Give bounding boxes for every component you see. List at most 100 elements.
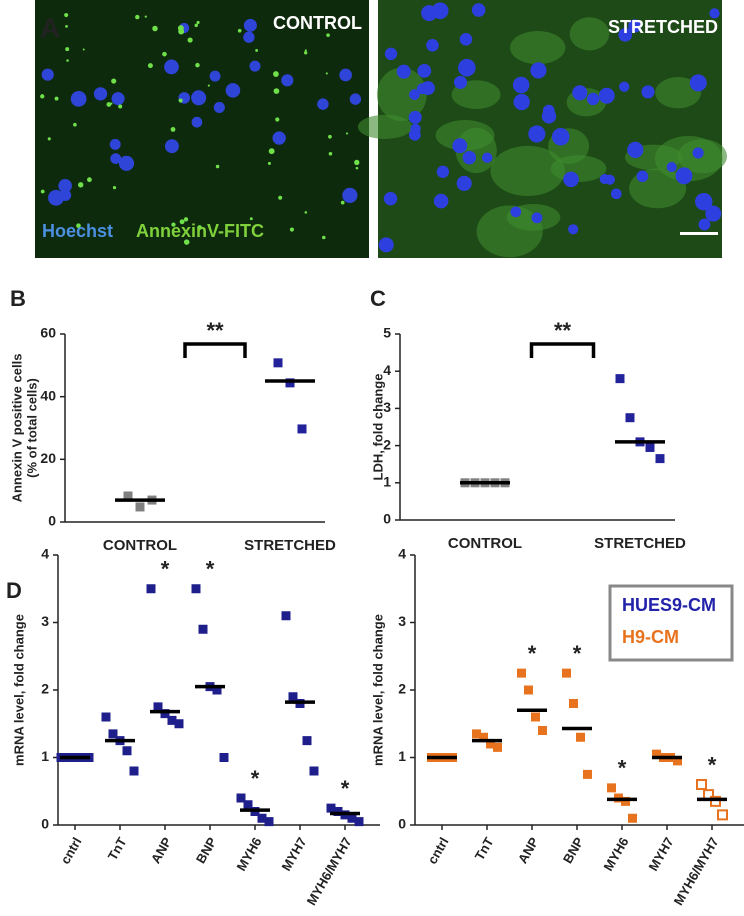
nucleus [453, 75, 468, 89]
significance-bracket [183, 342, 247, 358]
cell-body [655, 77, 702, 109]
nucleus [452, 138, 468, 154]
cell-body [357, 114, 413, 139]
fitc-dot [355, 166, 359, 170]
data-point [531, 712, 540, 722]
cell-body [510, 30, 566, 65]
panel-label: B [10, 286, 26, 311]
data-point [243, 800, 253, 810]
cells [40, 2, 728, 258]
y-axis-label: (% of total cells) [24, 378, 39, 478]
fitc-dot [110, 102, 113, 105]
image-control [35, 0, 369, 258]
fitc-dot [179, 219, 185, 225]
x-tick-label: ANP [515, 834, 542, 866]
fitc-dot [112, 185, 117, 190]
fitc-dot [40, 94, 45, 99]
data-point [108, 729, 118, 739]
y-tick-label: 0 [398, 816, 406, 832]
nucleus [281, 74, 294, 87]
cell-body [435, 120, 495, 151]
nucleus [512, 76, 530, 94]
nucleus [58, 179, 72, 193]
data-point [285, 378, 295, 388]
y-tick-label: 1 [398, 748, 406, 764]
data-point [101, 712, 111, 722]
nucleus [41, 68, 54, 81]
x-tick-label: cntrl [57, 835, 84, 867]
nucleus [272, 131, 286, 145]
fitc-dot [106, 102, 112, 107]
x-tick-label: BNP [193, 834, 220, 866]
fitc-dot [267, 161, 271, 165]
data-point [297, 424, 307, 434]
nucleus [421, 5, 438, 22]
nucleus [191, 116, 203, 128]
data-point [326, 803, 336, 813]
y-axis-label: mRNA level, fold change [370, 614, 385, 766]
nucleus [93, 87, 108, 101]
data-point [493, 742, 502, 752]
nucleus [433, 193, 449, 209]
significance-star: * [161, 557, 170, 582]
nucleus [641, 85, 655, 99]
nucleus [349, 93, 362, 105]
nucleus [225, 83, 241, 98]
fitc-dot [66, 59, 69, 62]
y-tick-label: 20 [40, 450, 56, 466]
data-point [191, 584, 201, 594]
nucleus [410, 123, 421, 134]
x-tick-label: MYH7 [279, 835, 310, 874]
significance-star: * [206, 557, 215, 582]
x-tick-label: BNP [560, 834, 587, 866]
nucleus [164, 139, 179, 154]
data-point [198, 624, 208, 634]
nucleus [598, 87, 615, 104]
x-tick-label: MYH6 [601, 835, 632, 874]
data-point [236, 793, 246, 803]
nucleus [705, 205, 722, 222]
data-point [146, 584, 156, 594]
y-tick-label: 60 [40, 325, 56, 341]
y-axis-label: LDH, fold change [370, 374, 385, 481]
y-axis-label: Annexin V positive cells [9, 354, 24, 503]
nucleus [531, 212, 543, 224]
data-point [576, 732, 585, 742]
significance-star: * [528, 641, 537, 666]
nucleus [698, 218, 711, 231]
fitc-dot [171, 222, 176, 227]
nucleus [458, 58, 476, 77]
legend-box [608, 584, 734, 662]
nucleus [572, 85, 588, 101]
y-tick-label: 3 [398, 613, 406, 629]
fitc-dot [64, 12, 69, 18]
fitc-dot [195, 62, 200, 68]
fitc-dot [197, 225, 202, 230]
nucleus [59, 189, 72, 201]
fitc-dot [345, 132, 349, 135]
x-tick-label: MYH7 [646, 835, 677, 874]
nucleus [426, 38, 439, 52]
nucleus [481, 152, 493, 163]
cell-body [490, 145, 565, 197]
y-tick-label: 40 [40, 387, 56, 403]
data-point [717, 809, 728, 821]
fitc-dot [162, 51, 167, 57]
data-point [583, 769, 592, 779]
y-tick-label: 1 [41, 748, 49, 764]
cell-body [376, 67, 427, 122]
data-point [281, 611, 291, 621]
fitc-dot [215, 164, 220, 169]
legend-entry: H9-CM [622, 627, 679, 647]
nucleus [213, 101, 225, 113]
fitc-dot [328, 134, 332, 139]
fitc-dot [194, 23, 198, 28]
y-tick-label: 3 [383, 399, 391, 415]
data-point [628, 813, 637, 823]
data-point [615, 374, 625, 384]
nucleus [408, 110, 422, 124]
data-point [122, 746, 132, 756]
x-tick-label: ANP [148, 834, 175, 866]
data-point [472, 729, 481, 739]
fitc-dot [54, 96, 59, 101]
